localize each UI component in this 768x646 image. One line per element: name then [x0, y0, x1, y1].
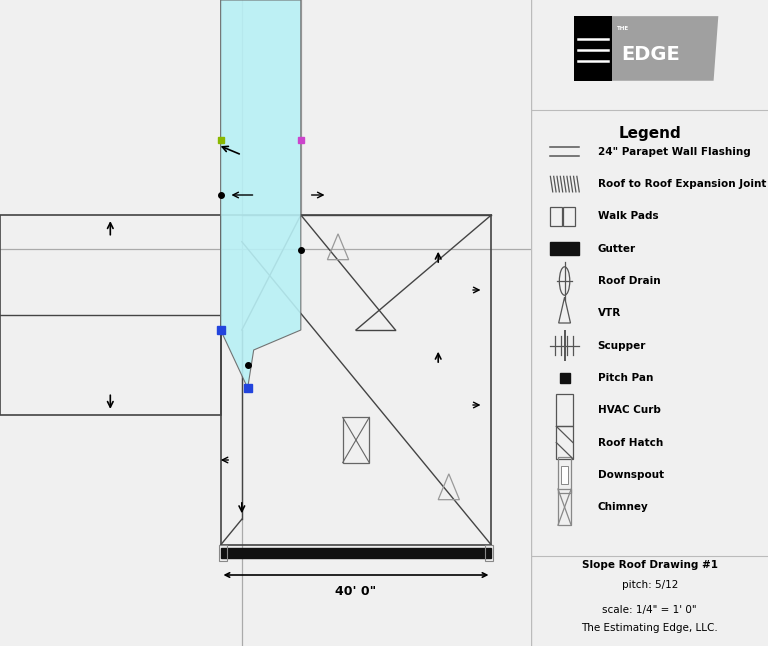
- Text: THE: THE: [617, 26, 629, 31]
- Bar: [556, 426, 573, 459]
- Text: Pitch Pan: Pitch Pan: [598, 373, 653, 383]
- Bar: [343, 417, 369, 463]
- Text: Roof Hatch: Roof Hatch: [598, 437, 663, 448]
- Text: EDGE: EDGE: [621, 45, 680, 65]
- Bar: [551, 207, 562, 226]
- Text: Scupper: Scupper: [598, 340, 646, 351]
- Bar: [220, 215, 492, 545]
- Text: Roof to Roof Expansion Joint: Roof to Roof Expansion Joint: [598, 179, 766, 189]
- Bar: [220, 548, 492, 558]
- Text: Gutter: Gutter: [598, 244, 636, 254]
- Text: Legend: Legend: [618, 126, 681, 141]
- Text: The Estimating Edge, LLC.: The Estimating Edge, LLC.: [581, 623, 718, 633]
- Text: 40' 0": 40' 0": [336, 585, 376, 598]
- Text: Walk Pads: Walk Pads: [598, 211, 658, 222]
- Text: Chimney: Chimney: [598, 502, 648, 512]
- Text: Downspout: Downspout: [598, 470, 664, 480]
- Text: scale: 1/4" = 1' 0": scale: 1/4" = 1' 0": [602, 605, 697, 616]
- Text: HVAC Curb: HVAC Curb: [598, 405, 660, 415]
- Text: 24" Parapet Wall Flashing: 24" Parapet Wall Flashing: [598, 147, 750, 157]
- Bar: [485, 545, 493, 561]
- Text: VTR: VTR: [598, 308, 621, 318]
- Text: pitch: 5/12: pitch: 5/12: [621, 579, 678, 590]
- Bar: [219, 545, 227, 561]
- Text: Slope Roof Drawing #1: Slope Roof Drawing #1: [581, 560, 718, 570]
- Bar: [558, 457, 571, 493]
- Bar: [551, 242, 579, 255]
- Bar: [561, 466, 568, 484]
- Bar: [0, 215, 220, 415]
- Polygon shape: [612, 16, 718, 81]
- Polygon shape: [220, 0, 301, 388]
- Bar: [556, 394, 573, 426]
- Text: Roof Drain: Roof Drain: [598, 276, 660, 286]
- Bar: [564, 207, 575, 226]
- Bar: [574, 16, 612, 81]
- Bar: [558, 489, 571, 525]
